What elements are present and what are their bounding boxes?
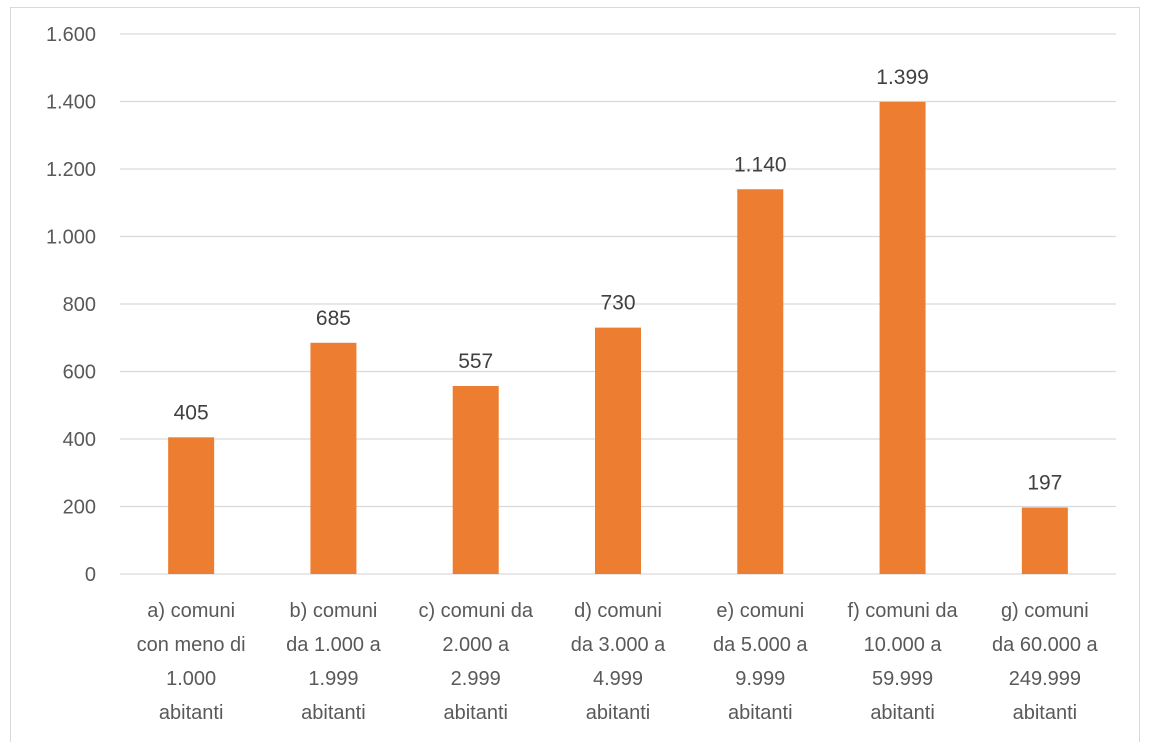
bar <box>595 327 641 574</box>
data-label: 557 <box>458 350 493 373</box>
chart-frame <box>10 7 1140 742</box>
data-label: 405 <box>174 401 209 424</box>
y-tick-label: 800 <box>63 294 96 316</box>
data-label: 730 <box>600 292 635 315</box>
y-tick-label: 400 <box>63 429 96 451</box>
bar <box>310 342 357 574</box>
bar <box>737 189 784 574</box>
y-tick-label: 1.200 <box>46 159 96 181</box>
category-labels: a) comuni con meno di 1.000 abitanti b) comu… <box>137 600 1099 724</box>
bar <box>168 437 215 574</box>
y-tick-label: 200 <box>63 497 96 519</box>
category-label: d) comuni da 3.000 a 4.999 abitanti <box>571 600 666 724</box>
y-tick-label: 600 <box>63 362 96 384</box>
category-label: c) comuni da 2.000 a 2.999 abitanti <box>418 600 533 724</box>
y-tick-label: 0 <box>85 564 96 586</box>
data-label: 1.399 <box>876 66 929 89</box>
category-label: a) comuni con meno di 1.000 abitanti <box>137 600 246 724</box>
category-label: e) comuni da 5.000 a 9.999 abitanti <box>713 600 808 724</box>
y-tick-label: 1.600 <box>46 24 96 46</box>
category-label: b) comuni da 1.000 a 1.999 abitanti <box>286 600 381 724</box>
data-label: 197 <box>1027 472 1062 495</box>
bar <box>452 386 499 574</box>
bar <box>879 101 926 575</box>
y-tick-label: 1.400 <box>46 92 96 114</box>
data-label: 685 <box>316 307 351 330</box>
y-axis-ticks: 0 200 400 600 800 1.000 1.200 1.400 1.600 <box>46 24 96 586</box>
y-tick-label: 1.000 <box>46 227 96 249</box>
data-label: 1.140 <box>734 153 787 176</box>
data-labels: 405 685 557 730 1.140 1.399 197 <box>174 66 1063 495</box>
bars <box>168 101 1068 575</box>
category-label: g) comuni da 60.000 a 249.999 abitanti <box>992 600 1099 724</box>
bar <box>1021 507 1068 574</box>
category-label: f) comuni da 10.000 a 59.999 abitanti <box>848 600 959 724</box>
